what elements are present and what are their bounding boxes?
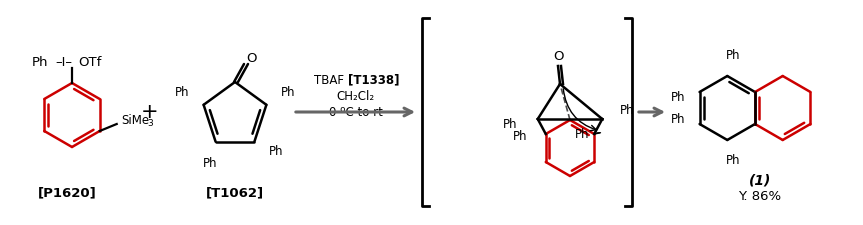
Text: Ph: Ph — [726, 154, 740, 167]
Text: 0 ºC to rt: 0 ºC to rt — [329, 106, 382, 119]
Text: Ph: Ph — [671, 112, 685, 126]
Text: [T1338]: [T1338] — [348, 74, 400, 86]
Text: [P1620]: [P1620] — [38, 187, 97, 200]
Text: Ph: Ph — [503, 117, 518, 130]
Text: TBAF: TBAF — [314, 74, 348, 86]
Text: (1): (1) — [749, 173, 772, 187]
Text: Ph: Ph — [726, 49, 740, 62]
Text: Y. 86%: Y. 86% — [739, 189, 782, 202]
Text: 3: 3 — [148, 119, 154, 128]
Text: Ph: Ph — [513, 130, 528, 142]
Text: –I–: –I– — [55, 56, 72, 70]
Text: Ph: Ph — [204, 157, 217, 170]
Text: Ph: Ph — [280, 86, 295, 99]
Text: O: O — [554, 50, 564, 63]
Text: [T1062]: [T1062] — [206, 187, 264, 200]
Text: O: O — [246, 52, 256, 65]
Text: Ph: Ph — [575, 128, 589, 140]
Text: Ph: Ph — [620, 104, 635, 117]
Text: +: + — [142, 102, 159, 122]
Text: Ph: Ph — [268, 145, 283, 158]
Text: Ph: Ph — [671, 90, 685, 104]
Text: SiMe: SiMe — [122, 115, 150, 128]
Text: Ph: Ph — [32, 56, 48, 70]
Text: CH₂Cl₂: CH₂Cl₂ — [337, 90, 375, 103]
Text: Ph: Ph — [175, 86, 190, 99]
Text: OTf: OTf — [79, 56, 102, 70]
